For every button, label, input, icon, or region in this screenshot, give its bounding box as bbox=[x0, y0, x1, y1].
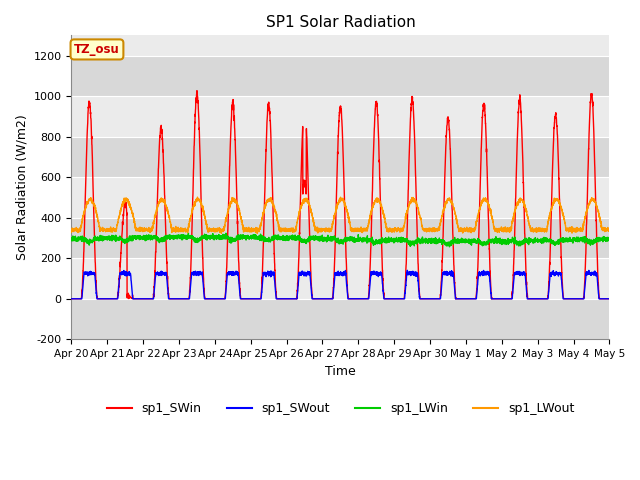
Bar bbox=[72, 299, 609, 339]
X-axis label: Time: Time bbox=[325, 365, 356, 378]
Y-axis label: Solar Radiation (W/m2): Solar Radiation (W/m2) bbox=[15, 114, 28, 260]
Bar bbox=[72, 218, 609, 258]
Bar bbox=[72, 96, 609, 137]
Bar bbox=[72, 56, 609, 96]
Legend: sp1_SWin, sp1_SWout, sp1_LWin, sp1_LWout: sp1_SWin, sp1_SWout, sp1_LWin, sp1_LWout bbox=[102, 397, 579, 420]
Title: SP1 Solar Radiation: SP1 Solar Radiation bbox=[266, 15, 415, 30]
Bar bbox=[72, 258, 609, 299]
Bar bbox=[72, 137, 609, 177]
Bar bbox=[72, 177, 609, 218]
Text: TZ_osu: TZ_osu bbox=[74, 43, 120, 56]
